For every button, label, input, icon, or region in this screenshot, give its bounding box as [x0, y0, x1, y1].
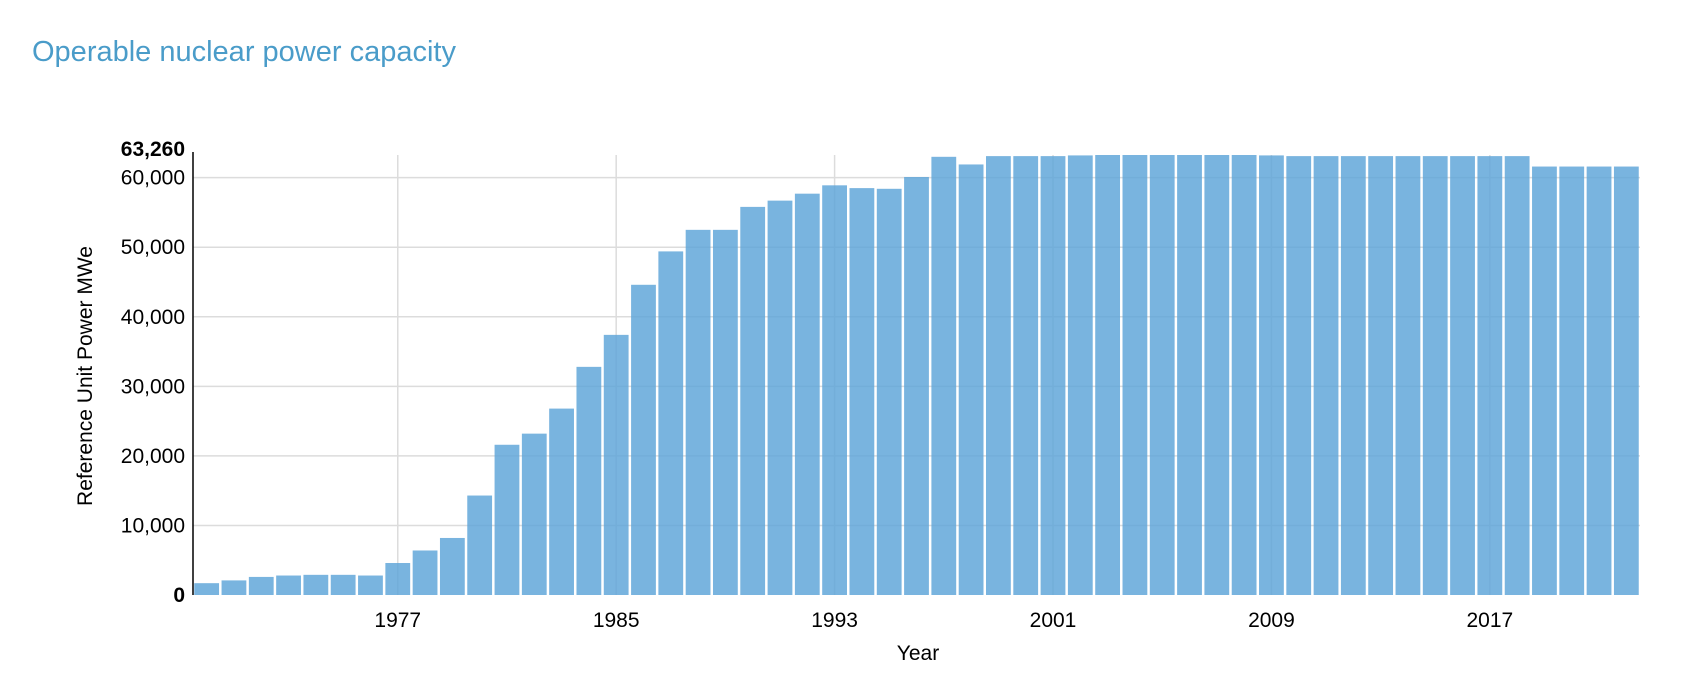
bar: 1977: 4600 [385, 563, 411, 595]
bar: 1989: 52500 [712, 229, 738, 596]
bar: 2019: 61600 [1532, 166, 1557, 595]
bar: 2017: 63100 [1477, 156, 1503, 596]
bar: 2006: 63260 [1177, 155, 1202, 595]
bar: 2015: 63100 [1422, 156, 1448, 596]
bar: 1974: 2900 [303, 574, 329, 595]
bar: 2005: 63260 [1149, 155, 1175, 595]
bar: 2009: 63200 [1259, 155, 1284, 595]
bar: 2020: 61600 [1559, 166, 1585, 595]
x-tick-label: 1985 [593, 609, 640, 632]
bar: 1978: 6400 [412, 550, 438, 595]
y-tick-label: 10,000 [121, 514, 185, 537]
bar: 2016: 63100 [1450, 156, 1475, 596]
bar: 2018: 63100 [1504, 156, 1530, 596]
y-tick-label: 60,000 [121, 167, 185, 190]
bar: 2008: 63260 [1231, 155, 1257, 595]
y-tick-label: 0 [173, 584, 185, 607]
y-tick-label: 30,000 [121, 375, 185, 398]
bar: 1986: 44600 [631, 284, 656, 595]
bar: 2000: 63100 [1013, 156, 1039, 596]
y-axis-label: Reference Unit Power MWe [74, 246, 97, 506]
bar: 1992: 57700 [794, 193, 820, 595]
x-tick-label: 2009 [1248, 609, 1295, 632]
bar: 1983: 26800 [549, 408, 574, 595]
bar: 1991: 56700 [767, 200, 793, 595]
y-tick-label: 50,000 [121, 236, 185, 259]
bar: 2003: 63260 [1095, 155, 1121, 595]
bar: 2014: 63100 [1395, 156, 1421, 596]
bar: 2022: 61600 [1613, 166, 1639, 595]
bar: 2011: 63100 [1313, 156, 1339, 596]
bar: 1995: 58400 [876, 188, 902, 595]
x-axis-label: Year [897, 642, 939, 665]
bar: 1971: 2100 [221, 580, 247, 595]
axis-layer: 0 10,000 20,000 30,000 40,000 50,000 60,000 63,… [121, 138, 1513, 632]
chart-title: Operable nuclear power capacity [32, 36, 456, 68]
bar: 1979: 8200 [439, 537, 465, 595]
bar: 1996: 60100 [904, 176, 929, 596]
bar: 1997: 63000 [931, 156, 957, 595]
bar: 1973: 2800 [276, 575, 301, 595]
bar: 2013: 63100 [1368, 156, 1394, 596]
y-tick-label: 20,000 [121, 445, 185, 468]
bar: 2012: 63100 [1340, 156, 1366, 596]
bar: 2002: 63200 [1067, 155, 1093, 595]
x-tick-label: 1993 [811, 609, 858, 632]
y-tick-label: 40,000 [121, 306, 185, 329]
bar: 2004: 63260 [1122, 155, 1148, 595]
x-tick-label: 1977 [374, 609, 421, 632]
bar: 2021: 61600 [1586, 166, 1612, 595]
bar: 1976: 2800 [358, 575, 383, 595]
bar: 1985: 37400 [603, 334, 629, 595]
bar: 1988: 52500 [685, 229, 711, 596]
bar: 2007: 63260 [1204, 155, 1230, 595]
x-tick-label: 2001 [1030, 609, 1077, 632]
bar: 1980: 14300 [467, 495, 493, 595]
bar: 1981: 21600 [494, 444, 520, 595]
bar: 1994: 58500 [849, 188, 875, 596]
bar: 1998: 61900 [958, 164, 984, 595]
y-max-label: 63,260 [121, 138, 185, 161]
bar: 1984: 32800 [576, 366, 602, 595]
bar: 1975: 2900 [330, 574, 356, 595]
bar: 1990: 55800 [740, 206, 766, 595]
bar: 1982: 23200 [521, 433, 547, 595]
bar: 1972: 2600 [248, 576, 274, 595]
x-tick-label: 2017 [1466, 609, 1513, 632]
bar: 1999: 63100 [986, 156, 1011, 596]
bar: 2010: 63100 [1286, 156, 1312, 596]
bar: 1987: 49400 [658, 251, 684, 595]
bar: 1970: 1700 [194, 583, 220, 595]
bar-layer: 1970: 17001971: 21001972: 26001973: 2800… [194, 155, 1639, 596]
bar: 2001: 63100 [1040, 156, 1066, 596]
bar: 1993: 58900 [822, 185, 847, 596]
